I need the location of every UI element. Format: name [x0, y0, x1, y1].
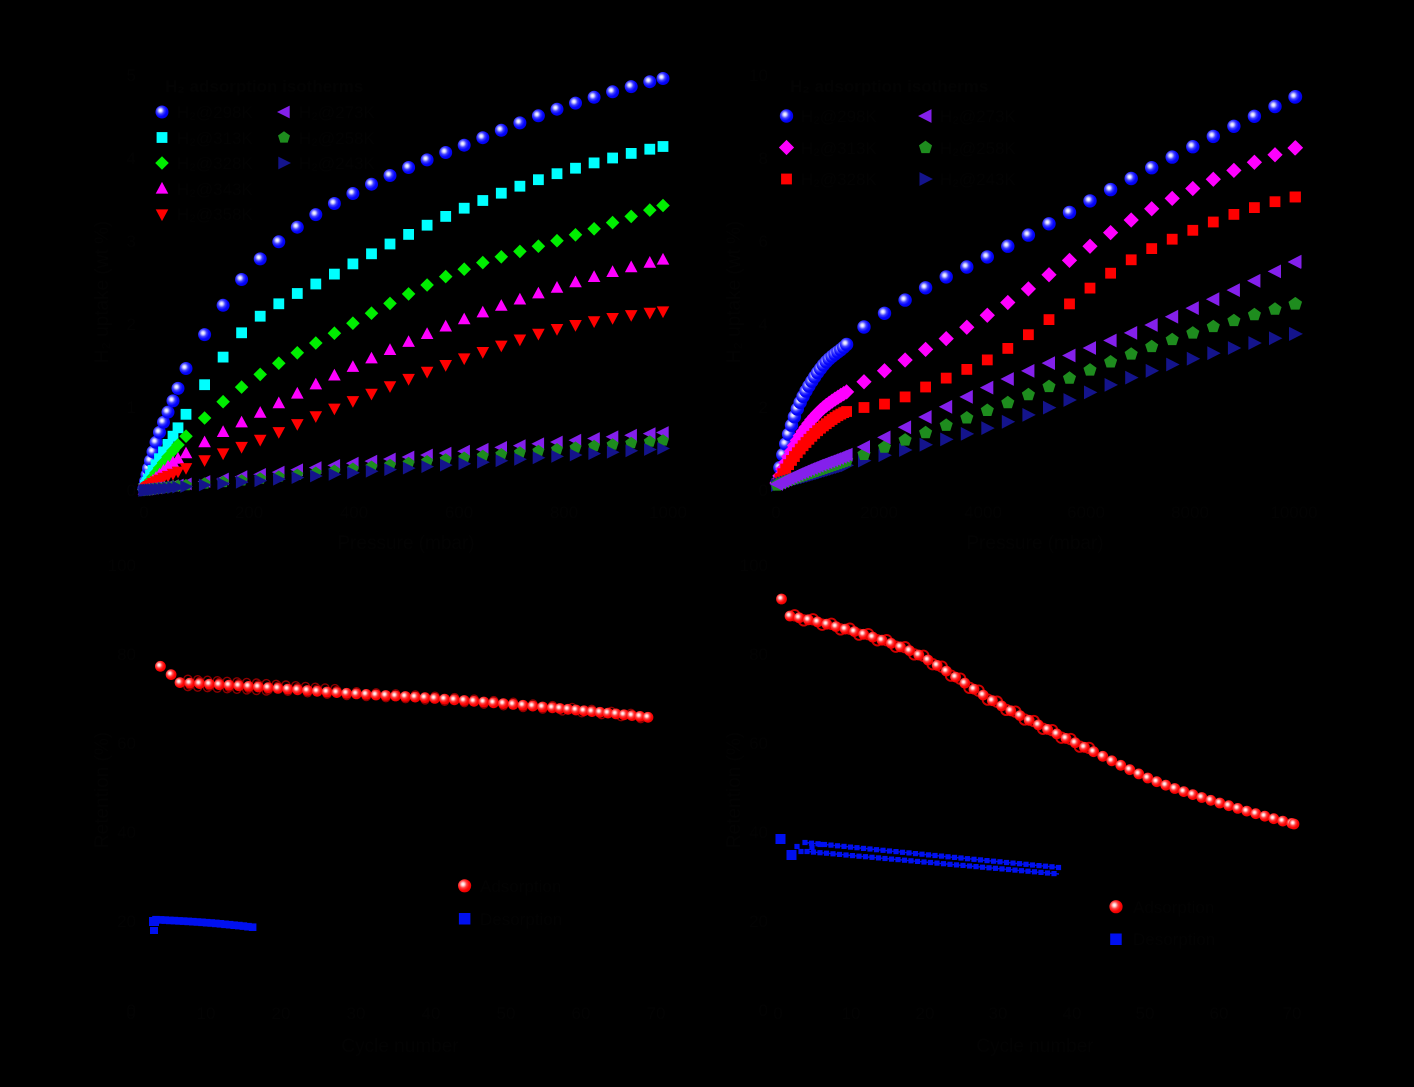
- svg-text:30: 30: [347, 1004, 366, 1023]
- svg-text:4: 4: [759, 315, 768, 334]
- svg-text:H₂@273K: H₂@273K: [940, 107, 1016, 126]
- svg-text:6000: 6000: [1067, 503, 1105, 522]
- svg-text:H₂@243K: H₂@243K: [940, 170, 1016, 189]
- svg-text:0: 0: [127, 481, 136, 500]
- svg-text:40: 40: [422, 1004, 441, 1023]
- svg-text:80: 80: [749, 645, 768, 664]
- svg-text:H₂@273K: H₂@273K: [299, 103, 375, 122]
- svg-text:0: 0: [759, 481, 768, 500]
- svg-text:50: 50: [497, 1004, 516, 1023]
- svg-text:4: 4: [127, 149, 136, 168]
- svg-text:H₂@313K: H₂@313K: [801, 139, 877, 158]
- svg-text:80: 80: [117, 645, 136, 664]
- svg-text:Pressure (mbar): Pressure (mbar): [966, 533, 1103, 554]
- svg-text:Adsorption: Adsorption: [1133, 898, 1214, 917]
- svg-text:H₂@358K: H₂@358K: [177, 205, 253, 224]
- svg-text:H₂@243K: H₂@243K: [299, 154, 375, 173]
- svg-text:0: 0: [139, 503, 148, 522]
- svg-text:10: 10: [197, 1004, 216, 1023]
- svg-text:Pressure (mbar): Pressure (mbar): [337, 533, 474, 554]
- svg-text:2: 2: [127, 315, 136, 334]
- svg-text:70: 70: [647, 1004, 666, 1023]
- svg-text:20: 20: [749, 912, 768, 931]
- svg-text:2: 2: [759, 398, 768, 417]
- svg-text:H₂ uptake (wt %): H₂ uptake (wt %): [92, 221, 113, 364]
- svg-text:40: 40: [749, 823, 768, 842]
- svg-text:60: 60: [572, 1004, 591, 1023]
- svg-text:6: 6: [759, 232, 768, 251]
- svg-text:Desorption: Desorption: [480, 910, 562, 929]
- svg-text:0: 0: [773, 1004, 782, 1023]
- svg-text:60: 60: [1210, 1004, 1229, 1023]
- svg-text:100: 100: [740, 556, 768, 575]
- svg-text:1: 1: [127, 398, 136, 417]
- svg-text:H₂@328K: H₂@328K: [801, 170, 877, 189]
- svg-text:10: 10: [842, 1004, 861, 1023]
- svg-text:0: 0: [127, 1001, 136, 1020]
- svg-text:100: 100: [108, 556, 136, 575]
- svg-text:H₂@343K: H₂@343K: [177, 180, 253, 199]
- svg-text:1000: 1000: [649, 503, 687, 522]
- svg-text:H₂@298K: H₂@298K: [801, 107, 877, 126]
- svg-text:8000: 8000: [1171, 503, 1209, 522]
- svg-text:H₂@298K: H₂@298K: [177, 103, 253, 122]
- svg-text:8: 8: [759, 149, 768, 168]
- svg-text:70: 70: [1283, 1004, 1302, 1023]
- svg-text:H₂@258K: H₂@258K: [299, 129, 375, 148]
- svg-text:2000: 2000: [860, 503, 898, 522]
- svg-text:10: 10: [749, 66, 768, 85]
- svg-text:800: 800: [550, 503, 578, 522]
- svg-text:5: 5: [127, 66, 136, 85]
- svg-text:50: 50: [1136, 1004, 1155, 1023]
- svg-text:Adsorption: Adsorption: [480, 877, 561, 896]
- svg-text:H₂ adsorption isotherms: H₂ adsorption isotherms: [165, 77, 363, 96]
- svg-text:30: 30: [989, 1004, 1008, 1023]
- svg-text:40: 40: [117, 823, 136, 842]
- svg-text:0: 0: [759, 1001, 768, 1020]
- svg-text:3: 3: [127, 232, 136, 251]
- svg-text:Retention (%): Retention (%): [724, 732, 745, 848]
- svg-text:600: 600: [445, 503, 473, 522]
- svg-text:10000: 10000: [1270, 503, 1317, 522]
- svg-text:Cycle number: Cycle number: [976, 1036, 1094, 1057]
- svg-text:H₂ adsorption isotherms: H₂ adsorption isotherms: [790, 77, 988, 96]
- svg-text:0: 0: [771, 503, 780, 522]
- svg-text:H₂@328K: H₂@328K: [177, 154, 253, 173]
- svg-text:60: 60: [749, 734, 768, 753]
- svg-text:20: 20: [117, 912, 136, 931]
- svg-text:0: 0: [126, 1004, 135, 1023]
- svg-text:Retention (%): Retention (%): [92, 732, 113, 848]
- svg-text:Desorption: Desorption: [1133, 930, 1215, 949]
- svg-text:20: 20: [916, 1004, 935, 1023]
- svg-text:20: 20: [272, 1004, 291, 1023]
- svg-text:400: 400: [340, 503, 368, 522]
- svg-text:H₂@313K: H₂@313K: [177, 129, 253, 148]
- svg-text:4000: 4000: [964, 503, 1002, 522]
- svg-text:H₂ uptake (wt %): H₂ uptake (wt %): [724, 221, 745, 364]
- svg-text:Cycle number: Cycle number: [341, 1036, 459, 1057]
- svg-text:40: 40: [1063, 1004, 1082, 1023]
- svg-text:H₂@258K: H₂@258K: [940, 139, 1016, 158]
- svg-text:200: 200: [235, 503, 263, 522]
- svg-text:60: 60: [117, 734, 136, 753]
